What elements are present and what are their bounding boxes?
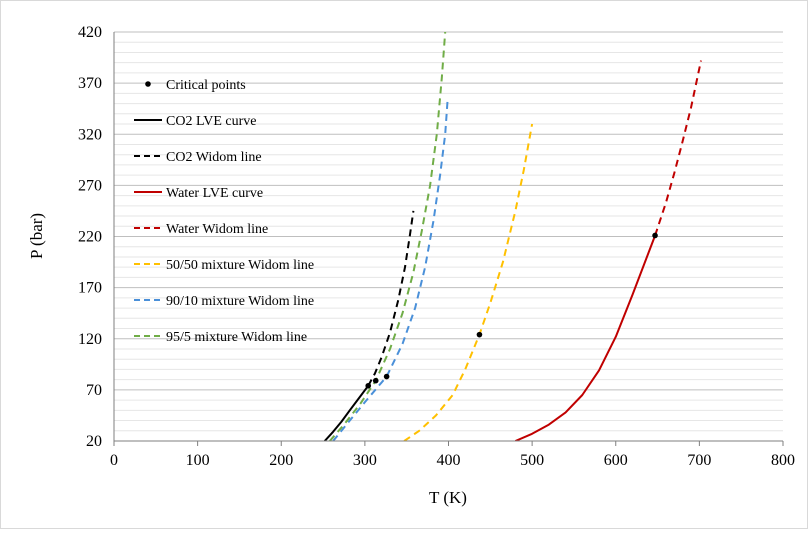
x-tick-label: 0 <box>110 452 118 469</box>
y-tick-label: 70 <box>86 382 102 399</box>
legend-entry: Water Widom line <box>134 222 268 237</box>
legend-label: 50/50 mixture Widom line <box>166 258 314 273</box>
critical-point-marker <box>652 232 658 239</box>
legend: Critical points CO2 LVE curve CO2 Widom li… <box>134 78 314 345</box>
legend-label: Water Widom line <box>166 222 268 237</box>
y-tick-label: 270 <box>78 177 102 194</box>
series-line-water-lve-curve <box>515 235 657 441</box>
legend-entry: 90/10 mixture Widom line <box>134 294 314 309</box>
plot-area <box>323 32 702 441</box>
legend-swatch <box>145 81 151 87</box>
x-tick-label: 400 <box>437 452 461 469</box>
legend-label: 90/10 mixture Widom line <box>166 294 314 309</box>
y-axis-title: P (bar) <box>27 213 46 259</box>
y-tick-label: 420 <box>78 24 102 41</box>
legend-label: CO2 LVE curve <box>166 114 256 129</box>
x-axis-title: T (K) <box>429 488 467 507</box>
x-tick-label: 100 <box>186 452 210 469</box>
legend-label: 95/5 mixture Widom line <box>166 330 307 345</box>
legend-label: CO2 Widom line <box>166 150 262 165</box>
y-tick-label: 220 <box>78 229 102 246</box>
x-tick-label: 300 <box>353 452 377 469</box>
x-tick-label: 500 <box>520 452 544 469</box>
series-line-95-5-mixture-widom-line <box>329 32 447 441</box>
critical-point-marker <box>365 382 372 389</box>
series-line-water-widom-line <box>654 60 702 236</box>
critical-point-marker <box>476 331 483 338</box>
legend-entry: CO2 Widom line <box>134 150 262 165</box>
legend-label: Critical points <box>166 78 246 93</box>
legend-entry: Critical points <box>145 78 246 93</box>
y-tick-label: 320 <box>78 126 102 143</box>
axes: 0 100 200 300 400 500 600 700 800 20 70 120 170 220 27… <box>78 24 795 469</box>
legend-entry: CO2 LVE curve <box>134 114 256 129</box>
x-tick-label: 800 <box>771 452 795 469</box>
series-line-co2-lve-curve <box>323 385 369 441</box>
legend-label: Water LVE curve <box>166 186 263 201</box>
legend-entry: Water LVE curve <box>134 186 263 201</box>
y-tick-label: 20 <box>86 433 102 450</box>
series-line-co2-widom-line <box>367 210 415 387</box>
x-tick-label: 200 <box>269 452 293 469</box>
legend-entry: 50/50 mixture Widom line <box>134 258 314 273</box>
series-line-90-10-mixture-widom-line <box>332 98 449 441</box>
x-tick-label: 700 <box>687 452 711 469</box>
gridlines <box>114 31 783 442</box>
y-tick-label: 170 <box>78 280 102 297</box>
x-tick-label: 600 <box>604 452 628 469</box>
legend-entry: 95/5 mixture Widom line <box>134 330 307 345</box>
critical-point-marker <box>372 377 379 384</box>
y-tick-label: 120 <box>78 331 102 348</box>
y-tick-label: 370 <box>78 75 102 92</box>
critical-point-marker <box>383 373 390 380</box>
